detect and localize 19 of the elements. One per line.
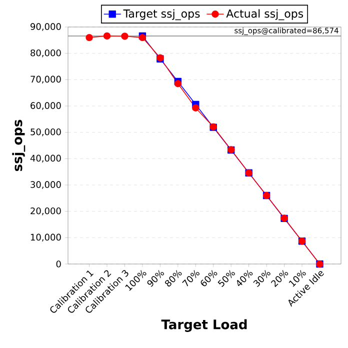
y-tick-label: 10,000 [30, 234, 61, 242]
point [86, 34, 93, 42]
y-tick-label: 0 [56, 260, 61, 268]
y-tick-label: 40,000 [30, 154, 61, 163]
y-tick-label: 70,000 [30, 76, 61, 84]
point [121, 32, 128, 40]
y-tick-label: 50,000 [30, 128, 61, 136]
y-tick-label: 30,000 [30, 181, 61, 189]
legend-label: Target ssj_ops [123, 9, 200, 20]
y-tick-label: 80,000 [30, 49, 61, 58]
y-tick-label: 60,000 [30, 102, 61, 110]
y-tick-label: 90,000 [30, 23, 61, 31]
y-tick-label: 20,000 [30, 207, 61, 216]
point [103, 32, 111, 40]
x-axis-title: Target Load [161, 319, 247, 332]
point [192, 104, 200, 112]
y-axis-title: ssj_ops [12, 120, 26, 172]
legend-label: Actual ssj_ops [226, 9, 304, 20]
point [174, 80, 182, 88]
